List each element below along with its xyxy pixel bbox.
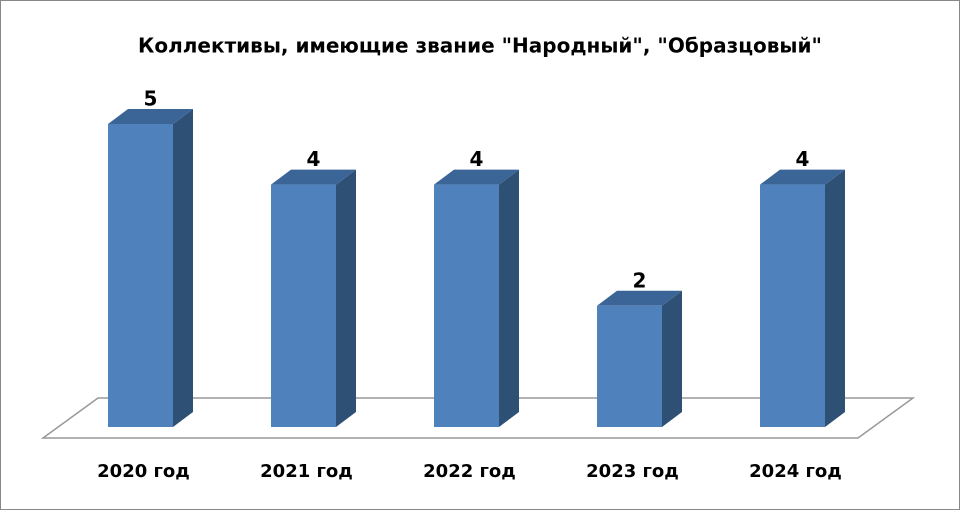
bar-top bbox=[597, 290, 682, 306]
bar-top bbox=[434, 169, 519, 185]
value-label: 4 bbox=[796, 147, 810, 171]
bar bbox=[108, 124, 173, 427]
bar bbox=[760, 184, 825, 427]
bar-top bbox=[108, 109, 193, 124]
bar-top bbox=[271, 169, 356, 185]
bar-side bbox=[173, 109, 193, 427]
x-tick-label: 2021 год bbox=[260, 461, 353, 482]
bar-side bbox=[662, 290, 682, 427]
x-tick-label: 2024 год bbox=[749, 461, 842, 482]
x-tick-label: 2023 год bbox=[586, 461, 679, 482]
value-label: 5 bbox=[144, 87, 158, 111]
x-tick-label: 2020 год bbox=[97, 461, 190, 482]
bar-side bbox=[336, 169, 356, 427]
bar-side bbox=[499, 169, 519, 427]
x-tick-label: 2022 год bbox=[423, 461, 516, 482]
value-label: 4 bbox=[470, 147, 484, 171]
chart-title: Коллективы, имеющие звание "Народный", "… bbox=[138, 34, 822, 58]
bar-top bbox=[760, 169, 845, 185]
bar-side bbox=[825, 169, 845, 427]
value-label: 2 bbox=[633, 268, 647, 292]
bar bbox=[271, 184, 336, 427]
bar bbox=[434, 184, 499, 427]
value-label: 4 bbox=[307, 147, 321, 171]
bar bbox=[597, 305, 662, 427]
